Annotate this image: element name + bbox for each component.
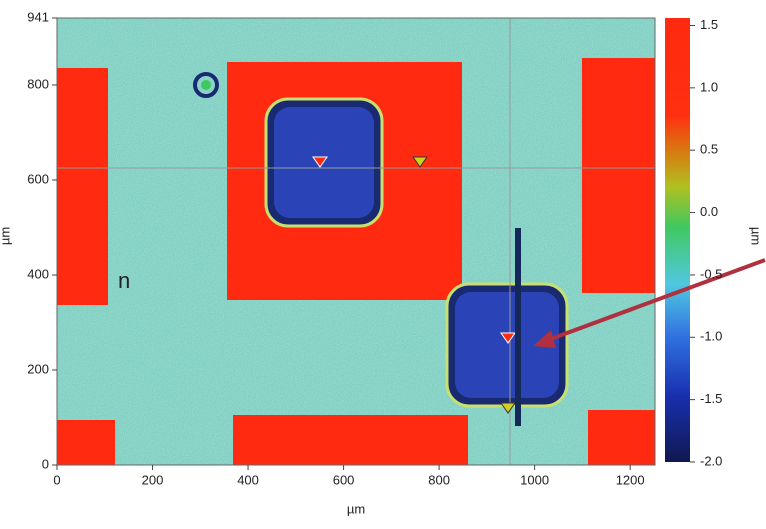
x-tick-label: 0 <box>53 472 60 487</box>
colorbar-tick-label: 0.5 <box>700 142 718 157</box>
arrow <box>547 258 766 342</box>
y-tick-label: 600 <box>27 171 49 186</box>
profile-bar <box>515 228 521 426</box>
colorbar-tick-label: -1.0 <box>700 329 722 344</box>
x-tick-label: 800 <box>428 472 450 487</box>
colorbar <box>665 18 690 462</box>
y-tick-label: 800 <box>27 76 49 91</box>
colorbar-tick-label: 1.5 <box>700 17 718 32</box>
y-tick-label: 0 <box>42 456 49 471</box>
colorbar-tick-label: 0.0 <box>700 204 718 219</box>
x-tick-label: 200 <box>142 472 164 487</box>
x-tick-label: 1000 <box>520 472 549 487</box>
x-axis-label: µm <box>347 501 365 516</box>
y-tick-label: 400 <box>27 266 49 281</box>
colorbar-tick-label: -1.5 <box>700 391 722 406</box>
plot-frame <box>56 17 656 466</box>
y-tick-label: 941 <box>27 9 49 24</box>
x-tick-label: 600 <box>333 472 355 487</box>
colorbar-label: µm <box>749 227 764 245</box>
colorbar-tick-label: -2.0 <box>700 453 722 468</box>
annotation: n <box>118 268 130 293</box>
x-tick-label: 400 <box>237 472 259 487</box>
colorbar-tick-label: -0.5 <box>700 266 722 281</box>
arrow-head <box>533 330 556 348</box>
y-axis-label: µm <box>0 227 12 245</box>
y-tick-label: 200 <box>27 361 49 376</box>
x-tick-label: 1200 <box>616 472 645 487</box>
colorbar-tick-label: 1.0 <box>700 79 718 94</box>
height-map <box>57 18 655 465</box>
